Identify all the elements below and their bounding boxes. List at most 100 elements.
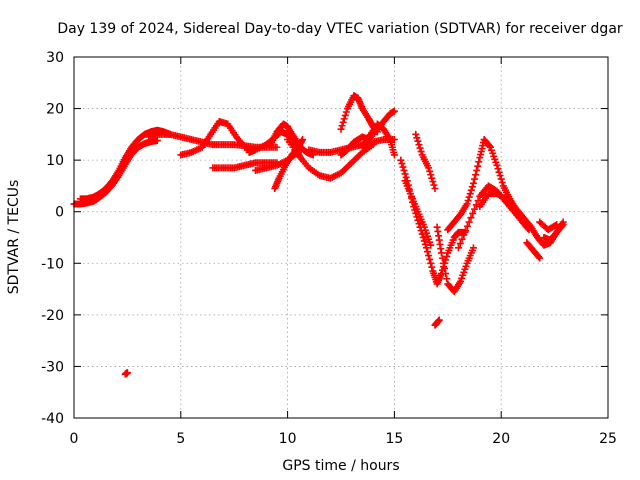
- data-point: [425, 164, 433, 172]
- data-point: [399, 163, 407, 171]
- data-point: [465, 193, 473, 201]
- data-point: [485, 142, 493, 150]
- series-arc2: [76, 126, 174, 203]
- y-tick-label: 30: [46, 50, 64, 66]
- data-point: [438, 254, 446, 262]
- data-point: [417, 148, 425, 156]
- data-point: [427, 171, 435, 179]
- data-point: [442, 270, 450, 278]
- data-point: [443, 275, 451, 283]
- data-points: [70, 92, 567, 378]
- y-tick-label: 20: [46, 102, 64, 118]
- data-point: [400, 166, 408, 174]
- x-tick-labels: 0 5 10 15 20 25: [70, 431, 617, 447]
- series-arc18: [412, 130, 439, 193]
- data-point: [440, 259, 448, 267]
- data-point: [421, 240, 429, 248]
- data-point: [441, 264, 449, 272]
- data-point: [467, 214, 475, 222]
- data-point: [536, 254, 544, 262]
- grid-lines: [74, 57, 608, 418]
- data-point: [341, 111, 349, 119]
- data-point: [469, 179, 477, 187]
- y-tick-label: 0: [55, 205, 64, 221]
- data-point: [458, 235, 466, 243]
- y-axis-label: SDTVAR / TECUs: [6, 180, 22, 295]
- data-point: [420, 237, 428, 245]
- data-point: [493, 161, 501, 169]
- data-point: [443, 252, 451, 260]
- y-tick-label: -20: [41, 308, 64, 324]
- data-point: [426, 255, 434, 263]
- data-point: [471, 175, 478, 183]
- data-point: [463, 200, 471, 208]
- data-point: [559, 218, 567, 226]
- data-point: [412, 130, 420, 138]
- y-tick-label: -40: [41, 411, 64, 427]
- data-point: [495, 168, 503, 176]
- plot-frame: [73, 56, 609, 419]
- series-arc19: [433, 223, 477, 296]
- y-tick-labels: -40 -30 -20 -10 0 10 20 30: [41, 50, 64, 427]
- data-point: [471, 205, 478, 213]
- data-point: [123, 369, 131, 377]
- data-point: [428, 263, 436, 271]
- x-tick-label: 5: [176, 431, 185, 447]
- data-point: [337, 125, 345, 133]
- data-point: [398, 160, 406, 168]
- data-point: [428, 174, 436, 182]
- x-tick-label: 25: [599, 431, 617, 447]
- chart-title: Day 139 of 2024, Sidereal Day-to-day VTE…: [57, 21, 623, 37]
- data-point: [494, 165, 502, 173]
- y-tick-label: -30: [41, 359, 64, 375]
- series-arc15: [358, 120, 398, 159]
- data-point: [422, 244, 430, 252]
- data-point: [551, 221, 559, 229]
- data-point: [424, 248, 432, 256]
- series-arc28: [431, 316, 443, 329]
- series-arc27: [536, 218, 561, 234]
- data-point: [413, 134, 421, 142]
- data-point: [535, 253, 543, 261]
- data-point: [463, 222, 471, 230]
- data-point: [475, 158, 483, 166]
- data-point: [497, 175, 505, 183]
- x-axis-label: GPS time / hours: [282, 458, 399, 474]
- data-point: [467, 186, 475, 194]
- series-arc11: [284, 136, 377, 182]
- data-point: [416, 144, 424, 152]
- data-point: [419, 234, 427, 241]
- data-point: [429, 178, 437, 186]
- data-point: [498, 178, 506, 186]
- x-tick-label: 15: [385, 431, 403, 447]
- data-point: [339, 118, 347, 126]
- x-tick-label: 20: [492, 431, 510, 447]
- data-point: [390, 151, 398, 159]
- data-point: [454, 244, 462, 252]
- series-arc16: [397, 156, 469, 288]
- data-point: [425, 252, 433, 260]
- data-point: [462, 227, 470, 235]
- data-point: [273, 143, 281, 151]
- series-arc17: [401, 177, 435, 249]
- data-point: [474, 162, 482, 170]
- data-point: [338, 122, 346, 130]
- data-point: [465, 218, 473, 226]
- series-arc24: [523, 239, 544, 262]
- axis-ticks: [73, 56, 609, 419]
- data-point: [466, 190, 474, 198]
- data-point: [496, 172, 504, 180]
- data-point: [402, 173, 410, 181]
- data-point: [469, 244, 477, 252]
- data-point: [460, 231, 468, 239]
- data-point: [342, 108, 350, 116]
- data-point: [474, 197, 482, 205]
- data-point: [414, 137, 422, 145]
- series-arc26: [546, 218, 567, 247]
- data-point: [415, 141, 423, 149]
- data-point: [426, 167, 434, 175]
- data-point: [472, 171, 480, 179]
- data-point: [340, 115, 348, 123]
